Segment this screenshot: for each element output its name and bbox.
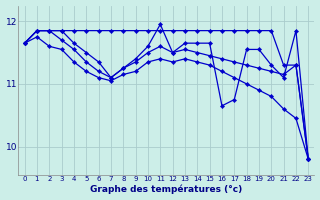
X-axis label: Graphe des températures (°c): Graphe des températures (°c)	[90, 185, 243, 194]
